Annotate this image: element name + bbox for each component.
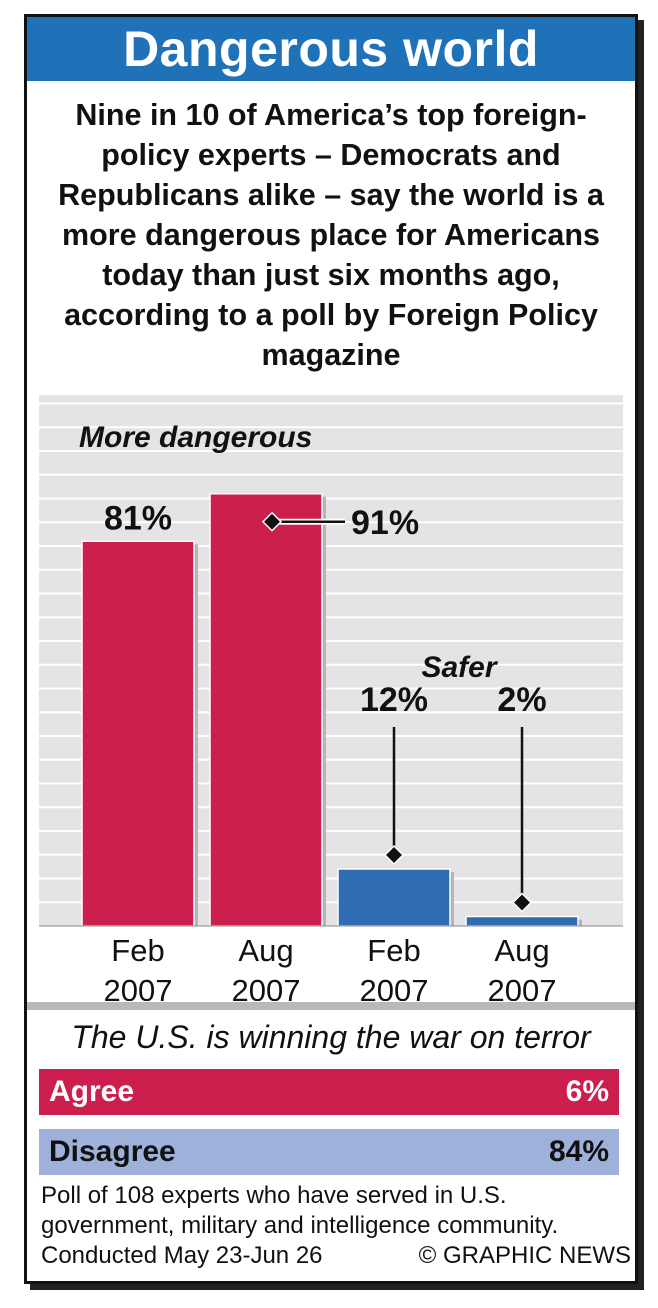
- leader-marker: [383, 844, 405, 866]
- bar: [209, 493, 323, 927]
- bar: [81, 540, 195, 927]
- agree-value: 6%: [565, 1075, 609, 1108]
- data-label: 81%: [104, 499, 172, 537]
- agree-label: Agree: [49, 1075, 135, 1108]
- footnote-credit: © GRAPHIC NEWS: [418, 1242, 631, 1269]
- x-tick-label: Aug: [494, 933, 549, 968]
- data-label: 91%: [351, 504, 419, 542]
- footnote-conducted: Conducted May 23-Jun 26: [41, 1242, 323, 1269]
- x-tick-label: 2007: [488, 973, 557, 1001]
- footnote: Poll of 108 experts who have served in U…: [41, 1181, 631, 1271]
- infographic-frame: Dangerous world Nine in 10 of America’s …: [24, 14, 638, 1284]
- data-label: 2%: [497, 681, 546, 719]
- section-divider: [27, 1002, 635, 1010]
- disagree-value: 84%: [548, 1135, 609, 1168]
- disagree-row: Disagree 84%: [39, 1129, 619, 1175]
- x-tick-label: 2007: [360, 973, 429, 1001]
- x-tick-label: 2007: [104, 973, 173, 1001]
- footnote-line-2: government, military and intelligence co…: [41, 1212, 559, 1239]
- bar: [337, 868, 451, 927]
- poll-question: The U.S. is winning the war on terror: [71, 1019, 591, 1055]
- disagree-label: Disagree: [49, 1135, 176, 1168]
- page-title: Dangerous world: [27, 17, 635, 81]
- leader-marker: [261, 511, 283, 532]
- x-tick-label: 2007: [232, 973, 301, 1001]
- leader-marker: [511, 892, 533, 913]
- group-label-safer: Safer: [421, 651, 498, 684]
- footnote-line-1: Poll of 108 experts who have served in U…: [41, 1182, 507, 1209]
- data-label: 12%: [360, 681, 428, 719]
- agree-row: Agree 6%: [39, 1069, 619, 1115]
- bar: [465, 915, 579, 927]
- x-tick-label: Feb: [367, 933, 420, 968]
- bar-chart: More dangerous Safer 81% 91% 12% 2% Feb 2007 Aug…: [39, 395, 623, 1001]
- x-tick-label: Feb: [111, 933, 164, 968]
- subtitle: Nine in 10 of America’s top foreign-poli…: [58, 98, 604, 372]
- x-tick-label: Aug: [238, 933, 293, 968]
- group-label-more-dangerous: More dangerous: [79, 421, 312, 454]
